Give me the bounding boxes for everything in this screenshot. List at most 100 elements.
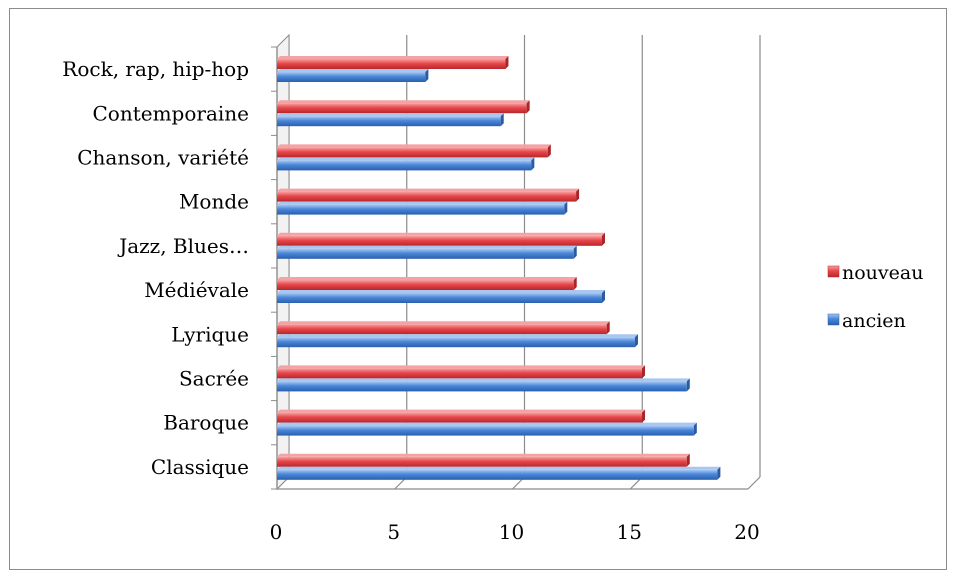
bar-top-face <box>277 422 697 426</box>
bar-end-face <box>576 188 580 202</box>
bar-top-face <box>277 290 605 293</box>
bar-end-face <box>693 422 697 436</box>
bar-front-face <box>277 235 602 246</box>
floor-gridline <box>747 476 761 490</box>
bar-top-face <box>277 113 504 117</box>
bar-end-face <box>505 56 509 69</box>
bar-end-face <box>606 321 610 335</box>
bar <box>277 69 429 82</box>
bar <box>277 100 530 114</box>
legend-swatch <box>827 313 840 326</box>
bar-front-face <box>277 103 527 114</box>
bar-front-face <box>277 116 501 127</box>
bar <box>277 466 721 480</box>
bar <box>277 290 605 303</box>
bar-front-face <box>277 456 687 467</box>
bar-front-face <box>277 381 687 392</box>
bar <box>277 422 697 436</box>
bar-top-face <box>277 409 646 413</box>
category-label: Rock, rap, hip-hop <box>62 57 249 81</box>
bar-end-face <box>642 365 646 379</box>
bar-front-face <box>277 469 718 480</box>
bar-top-face <box>277 201 568 205</box>
bar-top-face <box>277 69 429 72</box>
category-label: Médiévale <box>144 278 249 302</box>
bar-front-face <box>277 72 426 82</box>
bar <box>277 188 580 202</box>
bar <box>277 113 504 127</box>
category-label: Jazz, Blues… <box>117 234 249 258</box>
bar-front-face <box>277 160 532 171</box>
category-label: Classique <box>151 455 249 479</box>
bar-top-face <box>277 453 690 457</box>
bar-end-face <box>686 453 690 467</box>
bar-top-face <box>277 232 605 236</box>
bar-end-face <box>573 277 577 290</box>
bar <box>277 245 577 259</box>
bar-front-face <box>277 412 643 423</box>
bar-top-face <box>277 188 580 192</box>
bar-front-face <box>277 293 602 303</box>
bar <box>277 232 605 246</box>
bar <box>277 334 638 348</box>
bar-end-face <box>601 290 605 303</box>
bar-front-face <box>277 337 635 348</box>
bar-front-face <box>277 59 506 69</box>
bar-front-face <box>277 248 574 259</box>
bar-end-face <box>642 409 646 423</box>
legend-swatch <box>827 265 840 278</box>
bar-top-face <box>277 365 646 369</box>
category-label: Lyrique <box>171 322 249 346</box>
bar <box>277 409 646 423</box>
bars-layer <box>277 56 721 480</box>
bar <box>277 277 577 290</box>
bar-front-face <box>277 425 694 436</box>
bar-front-face <box>277 280 574 290</box>
bar-end-face <box>526 100 530 114</box>
bar <box>277 56 509 69</box>
bar-end-face <box>531 157 535 171</box>
category-label: Contemporaine <box>92 101 249 125</box>
bar <box>277 365 646 379</box>
bar-top-face <box>277 157 535 161</box>
bar-end-face <box>634 334 638 348</box>
bar-end-face <box>686 378 690 392</box>
bar-end-face <box>717 466 721 480</box>
legend-label: ancien <box>842 310 906 332</box>
bar-top-face <box>277 100 530 104</box>
bar-end-face <box>500 113 504 127</box>
bar-front-face <box>277 368 643 379</box>
bar-front-face <box>277 324 607 335</box>
bar-top-face <box>277 466 721 470</box>
bar <box>277 157 535 171</box>
x-tick-label: 20 <box>734 520 759 544</box>
x-tick-label: 0 <box>270 520 283 544</box>
bar-end-face <box>425 69 429 82</box>
bar-top-face <box>277 334 638 338</box>
x-tick-label: 5 <box>387 520 400 544</box>
legend: nouveau ancien <box>827 262 923 332</box>
bar <box>277 321 610 335</box>
bar <box>277 378 690 392</box>
category-label: Baroque <box>163 411 249 435</box>
legend-label: nouveau <box>842 262 923 284</box>
category-labels: Classique Baroque Sacrée Lyrique Médiévale Ja… <box>62 57 249 479</box>
bar-top-face <box>277 378 690 382</box>
bar-front-face <box>277 191 577 202</box>
bar-front-face <box>277 204 565 215</box>
x-tick-label: 15 <box>617 520 642 544</box>
bar <box>277 144 551 158</box>
bar-end-face <box>564 201 568 215</box>
bar <box>277 201 568 215</box>
bar-end-face <box>547 144 551 158</box>
category-label: Monde <box>179 190 249 214</box>
x-tick-label: 10 <box>499 520 524 544</box>
bar-top-face <box>277 277 577 280</box>
bar <box>277 453 690 467</box>
bar-end-face <box>573 245 577 259</box>
bar-end-face <box>601 232 605 246</box>
bar-top-face <box>277 56 509 59</box>
bar-top-face <box>277 245 577 249</box>
bar-top-face <box>277 144 551 148</box>
